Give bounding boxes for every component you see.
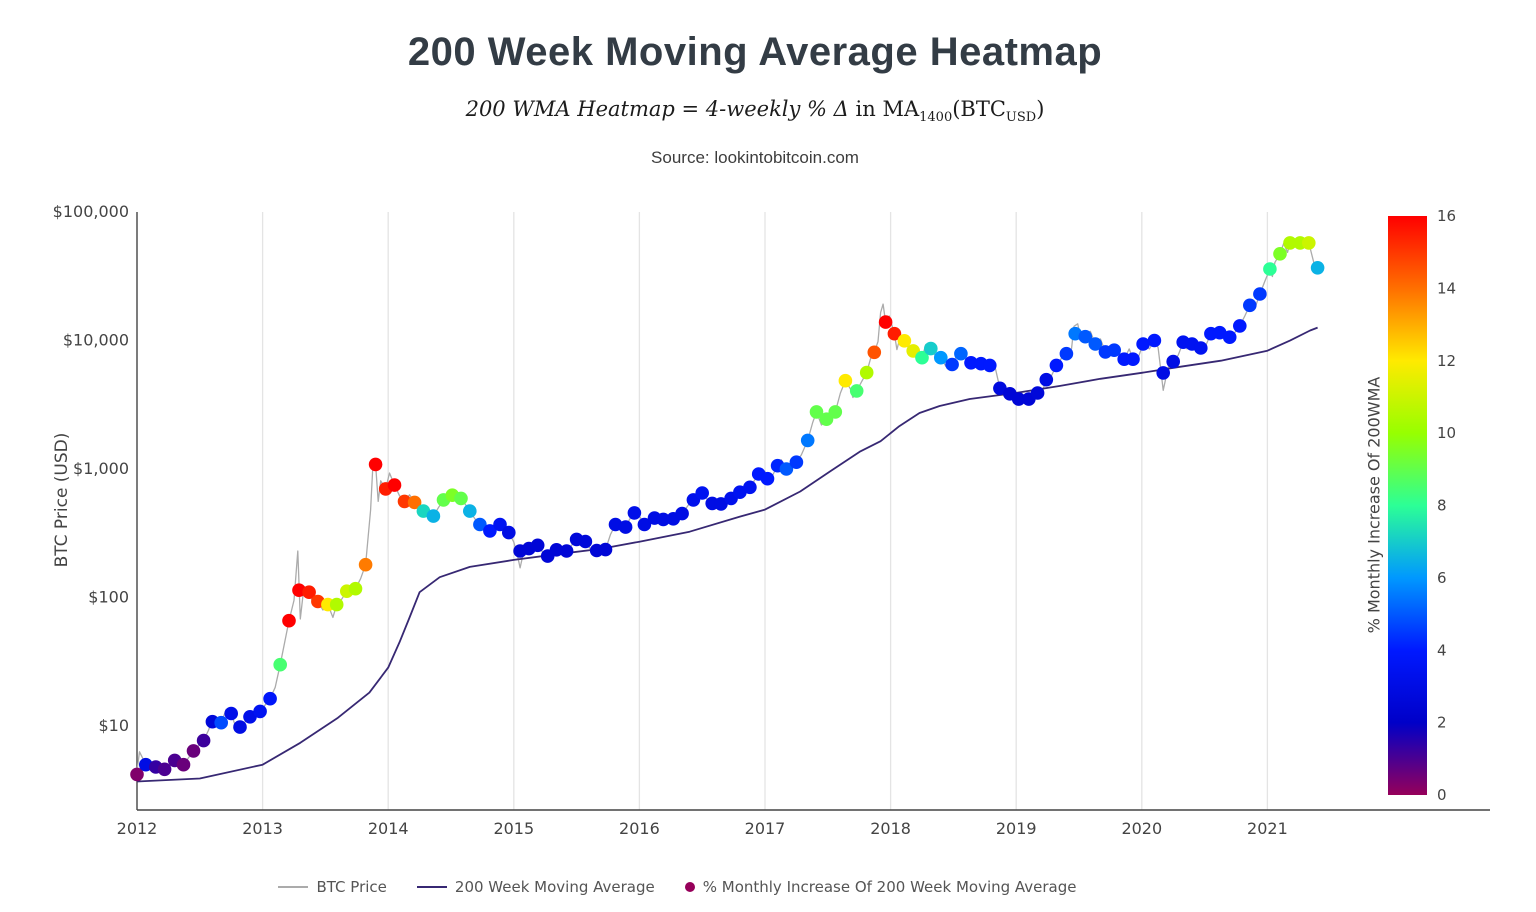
svg-text:2021: 2021 xyxy=(1247,819,1288,838)
svg-text:2014: 2014 xyxy=(368,819,409,838)
chart-subtitle: 200 WMA Heatmap = 4-weekly % Δ in MA1400… xyxy=(0,97,1510,125)
wma-line-swatch xyxy=(416,886,447,888)
svg-text:0: 0 xyxy=(1437,786,1447,804)
btc-price-line-swatch xyxy=(278,886,309,888)
subtitle-formula-italic: 200 WMA Heatmap = 4-weekly % Δ xyxy=(465,97,856,121)
svg-text:16: 16 xyxy=(1437,207,1456,225)
heatmap-dot-swatch xyxy=(684,882,695,892)
subtitle-subscript-1400: 1400 xyxy=(919,110,953,126)
svg-text:2018: 2018 xyxy=(870,819,911,838)
svg-text:$10: $10 xyxy=(98,716,129,735)
svg-text:$10,000: $10,000 xyxy=(63,331,129,350)
legend-label-btc-price: BTC Price xyxy=(316,878,387,896)
svg-text:2: 2 xyxy=(1437,714,1447,732)
page-title: 200 Week Moving Average Heatmap xyxy=(407,30,1103,74)
legend-item-200wma[interactable]: 200 Week Moving Average xyxy=(416,878,655,896)
subtitle-subscript-usd: USD xyxy=(1005,110,1037,126)
source-label: Source: lookintobitcoin.com xyxy=(651,148,859,167)
svg-text:2015: 2015 xyxy=(493,819,534,838)
svg-text:2017: 2017 xyxy=(745,819,786,838)
svg-text:4: 4 xyxy=(1437,641,1447,659)
legend-item-btc-price[interactable]: BTC Price xyxy=(278,878,387,896)
subtitle-formula-roman: in MA xyxy=(855,97,920,121)
legend-label-monthly-increase: % Monthly Increase Of 200 Week Moving Av… xyxy=(702,878,1077,896)
subtitle-close-paren: ) xyxy=(1036,97,1045,121)
colorbar-title: % Monthly Increase Of 200WMA xyxy=(1364,376,1384,634)
svg-text:2013: 2013 xyxy=(242,819,283,838)
svg-text:2016: 2016 xyxy=(619,819,660,838)
svg-text:10: 10 xyxy=(1437,424,1456,442)
svg-text:$100,000: $100,000 xyxy=(53,202,129,221)
svg-text:$1,000: $1,000 xyxy=(73,459,129,478)
legend-label-200wma: 200 Week Moving Average xyxy=(454,878,655,896)
svg-text:2019: 2019 xyxy=(996,819,1037,838)
legend-item-monthly-increase[interactable]: % Monthly Increase Of 200 Week Moving Av… xyxy=(684,878,1077,896)
svg-text:12: 12 xyxy=(1437,352,1456,370)
svg-text:8: 8 xyxy=(1437,497,1447,515)
svg-text:2020: 2020 xyxy=(1121,819,1162,838)
y-axis-title: BTC Price (USD) xyxy=(52,432,72,568)
svg-text:6: 6 xyxy=(1437,569,1447,587)
svg-text:$100: $100 xyxy=(88,588,129,607)
svg-text:2012: 2012 xyxy=(117,819,158,838)
subtitle-btc: (BTC xyxy=(952,97,1006,121)
svg-text:14: 14 xyxy=(1437,279,1456,297)
legend: BTC Price 200 Week Moving Average % Mont… xyxy=(0,878,1355,896)
